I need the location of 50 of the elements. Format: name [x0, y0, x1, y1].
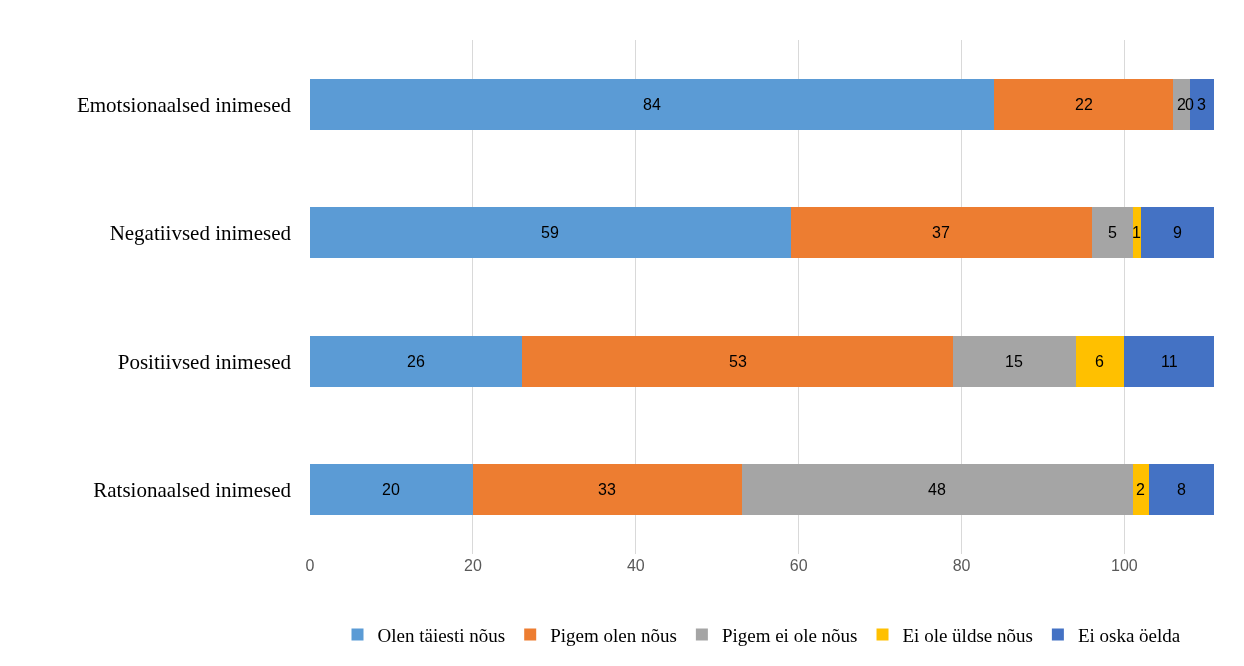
bar	[1124, 335, 1214, 387]
legend-label: Olen täiesti nõus	[377, 624, 506, 646]
y-tick-label: Positiivsed inimesed	[117, 349, 292, 374]
data-label: 37	[932, 224, 950, 241]
data-label: 2	[1136, 481, 1145, 498]
x-tick-label: 0	[305, 557, 315, 574]
bar	[1075, 335, 1125, 387]
data-label: 3	[1197, 96, 1206, 113]
data-label: 33	[598, 481, 616, 498]
y-tick-label: Emotsionaalsed inimesed	[76, 92, 292, 117]
bar	[1140, 207, 1214, 259]
bar	[310, 207, 791, 259]
x-tick-label: 60	[789, 557, 808, 574]
data-label: 53	[729, 353, 747, 370]
data-label: 5	[1108, 224, 1117, 241]
bar	[953, 335, 1076, 387]
data-label: 1	[1132, 224, 1141, 241]
y-tick-label: Ratsionaalsed inimesed	[93, 478, 292, 503]
bar	[790, 207, 1092, 259]
data-label: 84	[643, 96, 661, 113]
bar	[521, 335, 954, 387]
legend-label: Ei oska öelda	[1077, 624, 1181, 646]
bar	[741, 464, 1133, 516]
legend-label: Ei ole üldse nõus	[902, 624, 1033, 646]
legend-label: Pigem olen nõus	[550, 624, 677, 646]
data-label: 11	[1161, 353, 1178, 370]
x-tick-label: 80	[952, 557, 971, 574]
bar	[1148, 464, 1214, 516]
data-label: 26	[407, 353, 425, 370]
data-label: 6	[1095, 353, 1104, 370]
data-label: 2	[1177, 96, 1186, 113]
x-tick-label: 20	[463, 557, 482, 574]
data-label: 22	[1075, 96, 1093, 113]
bar	[994, 78, 1174, 130]
x-tick-label: 40	[626, 557, 645, 574]
legend-label: Pigem ei ole nõus	[721, 624, 858, 646]
bar	[1091, 207, 1133, 259]
bar	[1132, 464, 1149, 516]
data-label: 20	[382, 481, 400, 498]
data-label: 15	[1005, 353, 1023, 370]
y-tick-label: Negatiivsed inimesed	[109, 221, 292, 246]
data-label: 48	[928, 481, 946, 498]
bar	[472, 464, 742, 516]
bar	[310, 78, 995, 130]
bar	[310, 335, 522, 387]
bar	[310, 464, 473, 516]
data-label: 8	[1177, 481, 1186, 498]
data-label: 59	[541, 224, 559, 241]
x-tick-label: 100	[1111, 557, 1138, 574]
data-label: 9	[1173, 224, 1182, 241]
